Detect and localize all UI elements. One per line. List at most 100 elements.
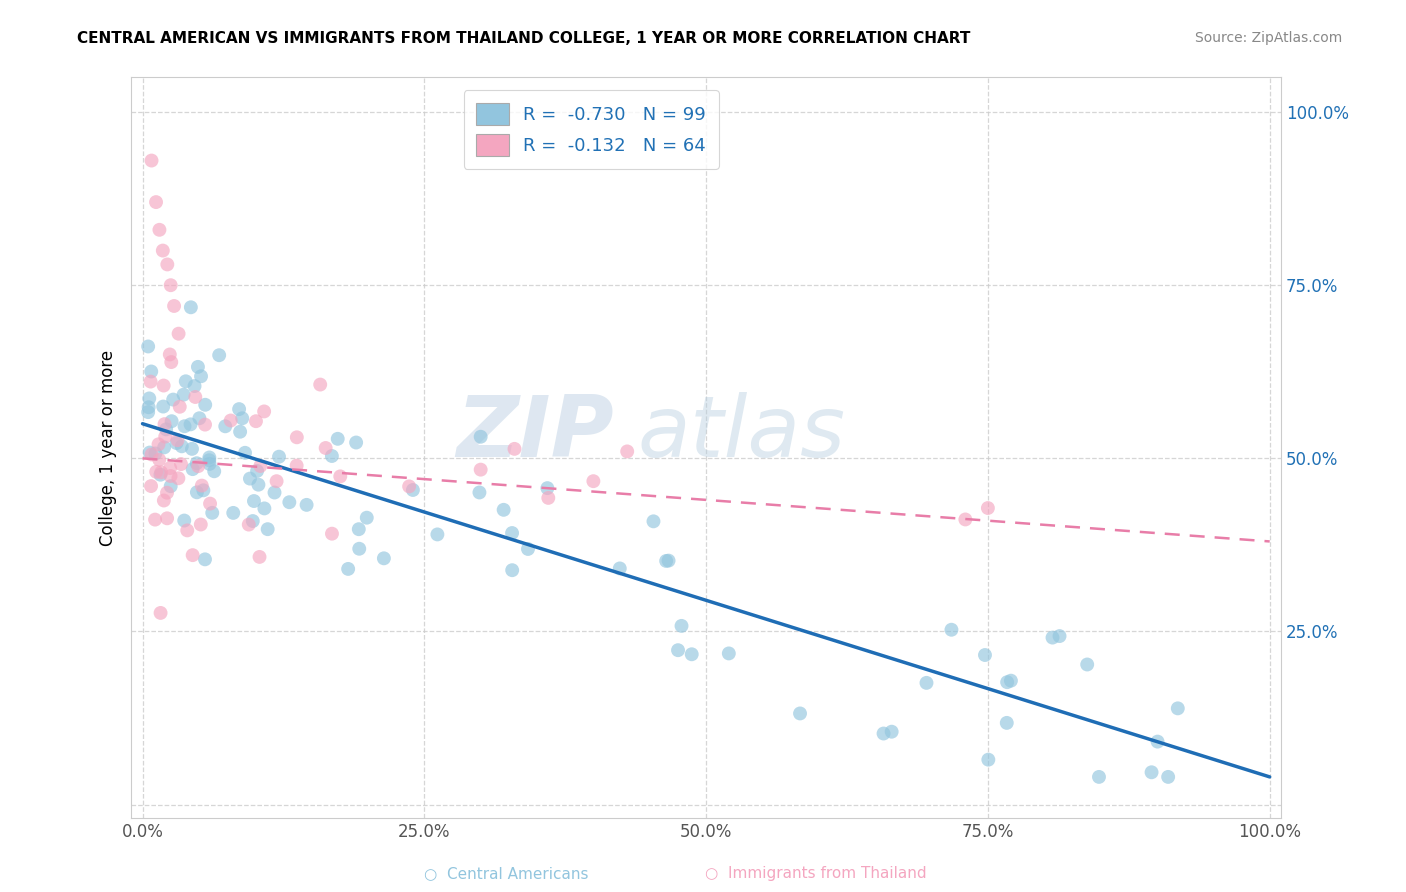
Point (148, 223, 170, 237)
Point (470, 463, 492, 477)
Point (671, 619, 693, 633)
Text: ZIP: ZIP (457, 392, 614, 475)
Point (169, 400, 191, 414)
Point (1088, 770, 1111, 784)
Point (228, 402, 250, 417)
Point (517, 541, 540, 556)
Point (145, 446, 167, 460)
Point (233, 446, 256, 460)
Point (955, 512, 977, 526)
Point (156, 485, 179, 500)
Point (148, 452, 170, 467)
Point (243, 494, 266, 508)
Point (208, 348, 231, 362)
Point (915, 676, 938, 690)
Point (201, 506, 224, 520)
Point (149, 606, 172, 620)
Point (238, 517, 260, 532)
Point (183, 379, 205, 393)
Point (356, 510, 378, 524)
Point (152, 244, 174, 258)
Point (190, 517, 212, 532)
Point (159, 469, 181, 483)
Point (1000, 673, 1022, 688)
Point (187, 459, 209, 474)
Point (309, 377, 332, 392)
Point (188, 411, 211, 425)
Point (194, 417, 217, 432)
Point (202, 464, 225, 478)
Point (321, 526, 343, 541)
Point (977, 501, 1000, 516)
Point (198, 453, 221, 467)
Point (159, 461, 181, 475)
Point (231, 411, 253, 425)
Point (1140, 765, 1163, 780)
Point (609, 561, 631, 575)
Point (152, 400, 174, 414)
Point (239, 472, 262, 486)
Point (219, 413, 242, 427)
Legend: R =  -0.730   N = 99, R =  -0.132   N = 64: R = -0.730 N = 99, R = -0.132 N = 64 (464, 90, 718, 169)
Point (249, 458, 271, 473)
Point (153, 441, 176, 455)
Point (139, 479, 162, 493)
Point (246, 464, 269, 478)
Point (402, 483, 425, 497)
Point (173, 419, 195, 434)
Point (145, 195, 167, 210)
Point (173, 387, 195, 401)
Point (1049, 629, 1071, 643)
Point (247, 477, 270, 491)
Point (717, 647, 740, 661)
Text: Source: ZipAtlas.com: Source: ZipAtlas.com (1195, 31, 1343, 45)
Point (655, 554, 678, 568)
Point (180, 417, 202, 432)
Point (186, 456, 208, 470)
Point (145, 465, 167, 479)
Point (1167, 701, 1189, 715)
Point (167, 326, 190, 341)
Point (536, 481, 558, 495)
Point (278, 495, 301, 509)
Point (181, 442, 204, 456)
Point (194, 552, 217, 566)
Point (180, 300, 202, 314)
Point (166, 433, 188, 447)
Point (160, 414, 183, 428)
Point (253, 501, 276, 516)
Point (173, 514, 195, 528)
Point (153, 417, 176, 431)
Point (149, 467, 172, 482)
Point (155, 422, 177, 436)
Point (166, 436, 188, 450)
Text: ○  Immigrants from Thailand: ○ Immigrants from Thailand (704, 866, 927, 881)
Point (181, 548, 204, 562)
Point (398, 479, 420, 493)
Point (329, 469, 352, 483)
Point (249, 549, 271, 564)
Point (194, 398, 217, 412)
Point (148, 437, 170, 451)
Point (321, 449, 343, 463)
Point (1157, 770, 1180, 784)
Point (198, 457, 221, 471)
Point (1042, 631, 1064, 645)
Point (159, 278, 181, 293)
Point (347, 522, 370, 536)
Point (266, 474, 288, 488)
Point (159, 347, 181, 361)
Point (344, 435, 367, 450)
Point (658, 553, 681, 567)
Point (150, 466, 173, 480)
Point (242, 514, 264, 528)
Point (789, 706, 811, 721)
Point (174, 374, 197, 388)
Point (537, 491, 560, 505)
Point (1146, 734, 1168, 748)
Point (285, 458, 308, 473)
Text: ○  Central Americans: ○ Central Americans (425, 866, 588, 881)
Point (160, 355, 183, 369)
Point (163, 299, 186, 313)
Point (222, 506, 245, 520)
